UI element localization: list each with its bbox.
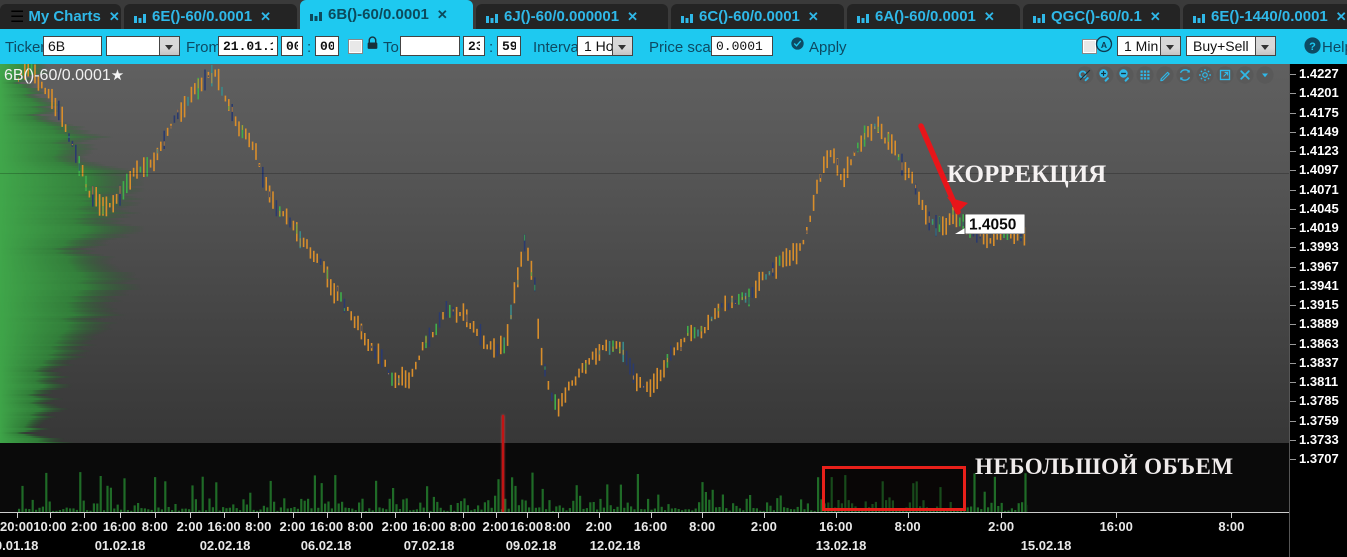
svg-text:?: ? [1309, 41, 1316, 53]
svg-text:1.4050: 1.4050 [969, 217, 1016, 234]
svg-text:A: A [1101, 40, 1107, 50]
